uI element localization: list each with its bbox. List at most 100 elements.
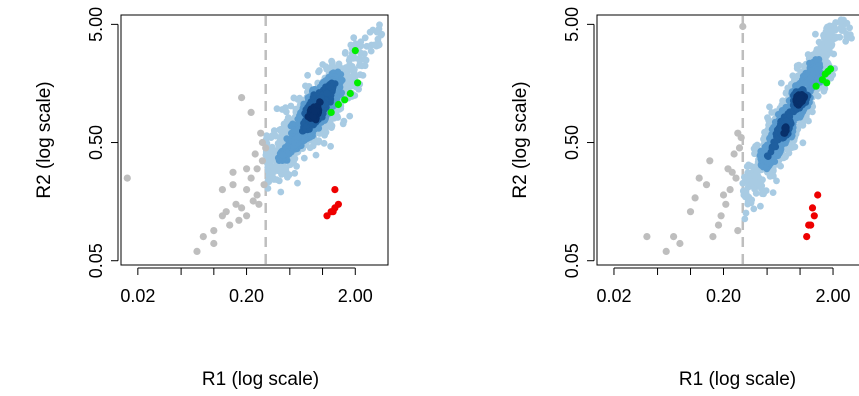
y-axis-label: R2 (log scale)	[510, 81, 531, 198]
density-point	[269, 163, 277, 171]
grey-point	[218, 186, 226, 194]
green-point	[827, 65, 835, 73]
density-point	[356, 71, 364, 79]
grey-point	[686, 208, 695, 216]
grey-point	[229, 181, 237, 189]
density-point	[806, 75, 814, 83]
density-point	[357, 42, 365, 50]
density-point	[796, 95, 804, 102]
density-point	[374, 35, 382, 43]
density-point	[839, 23, 846, 30]
density-point	[306, 144, 314, 152]
y-tick-label: 0.05	[562, 243, 582, 278]
density-point	[781, 124, 789, 132]
density-point	[751, 173, 759, 181]
grey-point	[676, 239, 684, 248]
density-point	[781, 129, 789, 137]
green-point	[334, 100, 342, 109]
red-point	[810, 212, 818, 220]
grey-point	[243, 165, 251, 173]
grey-point	[739, 22, 747, 31]
grey-point	[243, 186, 251, 194]
grey-point	[702, 181, 711, 189]
density-point	[741, 215, 749, 223]
grey-point	[251, 150, 259, 158]
grey-point	[662, 247, 670, 255]
x-axis-label: R1 (log scale)	[679, 369, 796, 390]
density-point	[763, 152, 771, 160]
density-point	[744, 192, 751, 200]
grey-point	[709, 233, 717, 241]
density-point	[750, 205, 758, 213]
density-point	[327, 142, 334, 150]
density-point	[294, 179, 301, 187]
density-point	[769, 189, 777, 197]
density-point	[799, 139, 807, 147]
density-point	[756, 183, 764, 191]
green-point	[327, 108, 335, 116]
grey-point	[222, 208, 230, 216]
y-tick-label: 5.00	[562, 7, 582, 42]
grey-point	[253, 191, 261, 199]
density-point	[371, 41, 379, 49]
grey-point	[243, 212, 251, 220]
red-point	[808, 204, 817, 212]
grey-point	[728, 168, 736, 176]
density-point	[786, 113, 794, 120]
grey-point	[643, 233, 651, 241]
density-point	[773, 177, 780, 185]
density-point	[287, 102, 295, 110]
density-point	[766, 103, 773, 111]
density-point	[277, 188, 285, 196]
density-point	[346, 112, 354, 120]
density-point	[311, 107, 318, 115]
density-point	[777, 79, 785, 87]
grey-point	[232, 200, 240, 208]
density-point	[356, 54, 364, 62]
scatter-panel-left: 0.02 0.20 2.00 0.05 0.50 5.00 R1 (log scale) R2…	[34, 7, 389, 390]
density-point	[282, 108, 290, 116]
y-tick-label: 0.50	[86, 125, 106, 160]
x-axis-label: R1 (log scale)	[202, 369, 319, 390]
plot-frame	[120, 14, 389, 266]
grey-point	[249, 197, 257, 205]
grey-point	[714, 221, 723, 229]
density-point	[347, 78, 354, 86]
grey-point	[229, 168, 237, 176]
grey-point	[253, 165, 261, 173]
grey-point	[238, 94, 246, 102]
grey-point	[210, 239, 218, 248]
density-point	[289, 120, 296, 128]
grey-point	[258, 138, 266, 147]
grey-point	[210, 227, 218, 235]
plot-frame	[596, 14, 859, 266]
grey-point	[726, 186, 734, 194]
density-point	[771, 142, 779, 150]
grey-point	[734, 227, 742, 235]
grey-point	[258, 157, 266, 165]
density-point	[270, 127, 278, 135]
density-point	[273, 105, 281, 113]
density-point	[826, 32, 833, 40]
grey-point	[199, 233, 207, 241]
red-point	[805, 221, 813, 229]
density-point	[812, 30, 819, 38]
x-tick-label: 0.02	[120, 286, 155, 306]
x-tick-label: 0.20	[706, 286, 741, 306]
grey-point	[257, 129, 265, 137]
density-point	[291, 169, 299, 177]
x-tick-label: 2.00	[338, 286, 373, 306]
grey-point	[123, 174, 131, 182]
grey-point	[695, 174, 703, 182]
density-point	[294, 133, 302, 141]
grey-point	[719, 191, 728, 199]
density-point	[340, 117, 348, 125]
green-point	[351, 47, 359, 55]
density-point	[300, 154, 308, 162]
grey-point	[735, 144, 744, 152]
grey-point	[235, 216, 243, 224]
green-point	[341, 96, 349, 104]
grey-point	[732, 174, 740, 182]
grey-point	[255, 200, 263, 208]
